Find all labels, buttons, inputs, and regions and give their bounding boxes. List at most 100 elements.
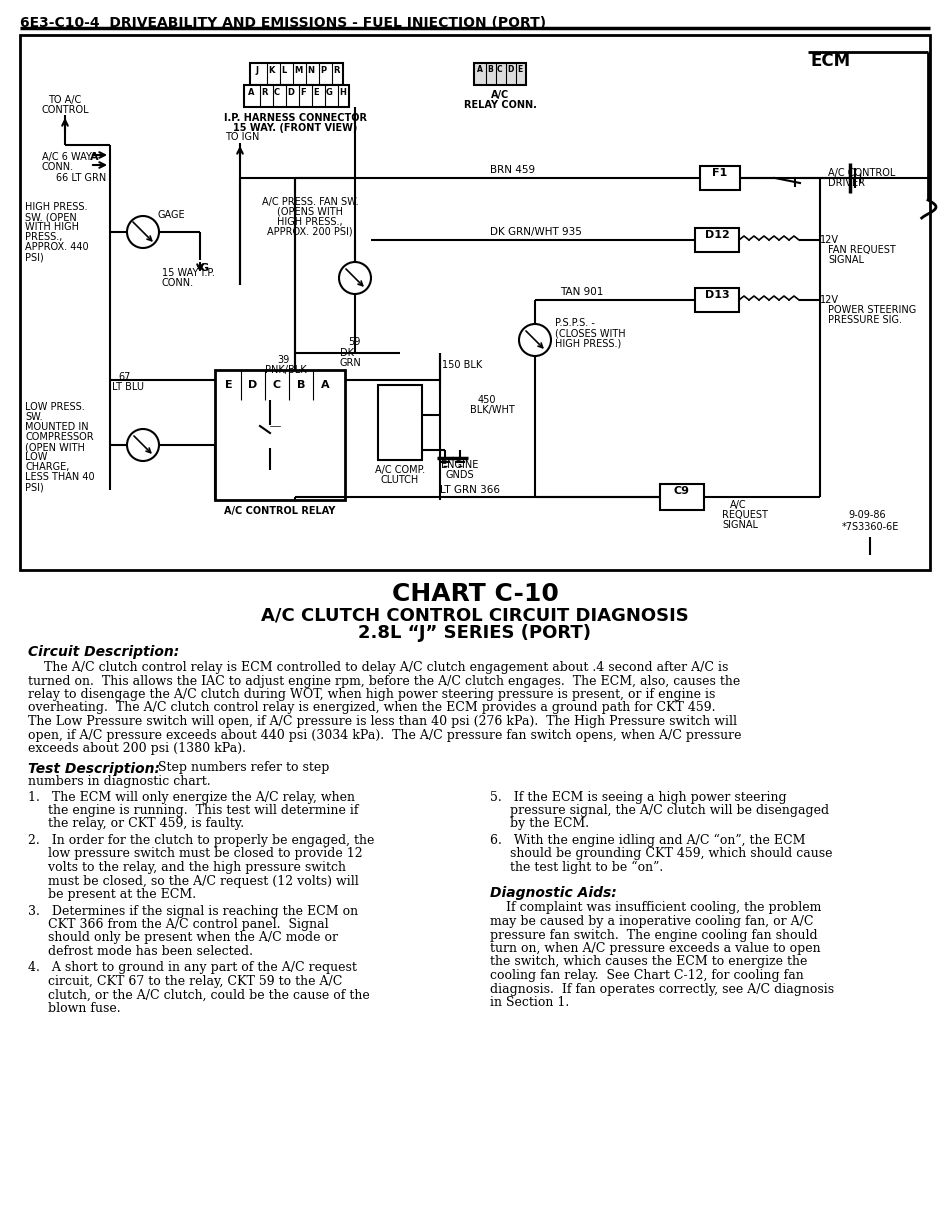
- Text: numbers in diagnostic chart.: numbers in diagnostic chart.: [28, 775, 211, 788]
- Text: N: N: [307, 66, 314, 75]
- Text: low pressure switch must be closed to provide 12: low pressure switch must be closed to pr…: [28, 848, 363, 860]
- Circle shape: [127, 216, 159, 248]
- Circle shape: [127, 429, 159, 461]
- Text: turned on.  This allows the IAC to adjust engine rpm, before the A/C clutch enga: turned on. This allows the IAC to adjust…: [28, 675, 740, 687]
- Text: by the ECM.: by the ECM.: [490, 817, 589, 831]
- Text: SW. (OPEN: SW. (OPEN: [25, 211, 77, 222]
- Text: REQUEST: REQUEST: [722, 510, 768, 520]
- Text: 15 WAY I.P.: 15 WAY I.P.: [162, 268, 215, 278]
- Text: D: D: [287, 88, 294, 97]
- Text: circuit, CKT 67 to the relay, CKT 59 to the A/C: circuit, CKT 67 to the relay, CKT 59 to …: [28, 975, 342, 988]
- Text: R: R: [261, 88, 268, 97]
- Text: FAN REQUEST: FAN REQUEST: [828, 245, 896, 254]
- Text: ENGINE: ENGINE: [442, 460, 479, 469]
- Text: should only be present when the A/C mode or: should only be present when the A/C mode…: [28, 932, 338, 945]
- Text: The Low Pressure switch will open, if A/C pressure is less than 40 psi (276 kPa): The Low Pressure switch will open, if A/…: [28, 715, 737, 728]
- Text: L: L: [281, 66, 286, 75]
- Text: A/C CONTROL: A/C CONTROL: [828, 168, 895, 178]
- Text: 5.   If the ECM is seeing a high power steering: 5. If the ECM is seeing a high power ste…: [490, 790, 787, 804]
- Text: A: A: [477, 65, 483, 74]
- Text: LOW: LOW: [25, 452, 48, 462]
- Text: 12V: 12V: [820, 235, 839, 245]
- Text: P.S.P.S. -: P.S.P.S. -: [555, 318, 595, 328]
- Text: SW.: SW.: [25, 412, 43, 422]
- Text: SIGNAL: SIGNAL: [722, 520, 758, 530]
- Text: E: E: [517, 65, 523, 74]
- Text: 15 WAY. (FRONT VIEW): 15 WAY. (FRONT VIEW): [233, 123, 357, 133]
- Text: 4.   A short to ground in any part of the A/C request: 4. A short to ground in any part of the …: [28, 961, 357, 975]
- Text: TO IGN: TO IGN: [225, 132, 259, 143]
- Text: TO A/C: TO A/C: [48, 95, 82, 104]
- Text: A/C CONTROL RELAY: A/C CONTROL RELAY: [224, 506, 335, 516]
- Text: CKT 366 from the A/C control panel.  Signal: CKT 366 from the A/C control panel. Sign…: [28, 918, 329, 932]
- Text: LT GRN 366: LT GRN 366: [440, 485, 500, 495]
- Text: the switch, which causes the ECM to energize the: the switch, which causes the ECM to ener…: [490, 955, 808, 968]
- Text: E: E: [313, 88, 318, 97]
- Text: C: C: [273, 380, 281, 390]
- Text: in Section 1.: in Section 1.: [490, 995, 569, 1009]
- Text: D12: D12: [705, 230, 730, 240]
- Text: D: D: [507, 65, 513, 74]
- Text: (CLOSES WITH: (CLOSES WITH: [555, 328, 626, 338]
- Text: A/C: A/C: [491, 90, 509, 100]
- Text: GNDS: GNDS: [446, 469, 474, 481]
- Bar: [378, 385, 422, 460]
- Text: A: A: [90, 152, 99, 162]
- Text: 6E3-C10-4  DRIVEABILITY AND EMISSIONS - FUEL INJECTION (PORT): 6E3-C10-4 DRIVEABILITY AND EMISSIONS - F…: [20, 16, 546, 29]
- Text: MOUNTED IN: MOUNTED IN: [25, 422, 88, 433]
- Text: BRN 459: BRN 459: [490, 165, 535, 175]
- Text: LOW PRESS.: LOW PRESS.: [25, 402, 85, 412]
- Circle shape: [339, 262, 371, 294]
- Bar: [695, 288, 739, 312]
- Text: clutch, or the A/C clutch, could be the cause of the: clutch, or the A/C clutch, could be the …: [28, 988, 370, 1002]
- Text: DK: DK: [340, 348, 354, 358]
- Text: turn on, when A/C pressure exceeds a value to open: turn on, when A/C pressure exceeds a val…: [490, 941, 821, 955]
- Text: CHARGE,: CHARGE,: [25, 462, 69, 472]
- Text: 67: 67: [118, 372, 130, 382]
- Text: diagnosis.  If fan operates correctly, see A/C diagnosis: diagnosis. If fan operates correctly, se…: [490, 982, 834, 995]
- Text: volts to the relay, and the high pressure switch: volts to the relay, and the high pressur…: [28, 862, 346, 874]
- Text: HIGH PRESS.): HIGH PRESS.): [555, 338, 621, 348]
- Text: CHART C-10: CHART C-10: [391, 583, 559, 606]
- Text: 6.   With the engine idling and A/C “on”, the ECM: 6. With the engine idling and A/C “on”, …: [490, 834, 806, 847]
- Text: COMPRESSOR: COMPRESSOR: [25, 433, 94, 442]
- Text: defrost mode has been selected.: defrost mode has been selected.: [28, 945, 253, 957]
- Text: relay to disengage the A/C clutch during WOT, when high power steering pressure : relay to disengage the A/C clutch during…: [28, 688, 715, 701]
- Text: 3.   Determines if the signal is reaching the ECM on: 3. Determines if the signal is reaching …: [28, 905, 358, 918]
- Text: D: D: [248, 380, 257, 390]
- Text: *7S3360-6E: *7S3360-6E: [842, 522, 900, 532]
- Text: 59: 59: [348, 337, 360, 347]
- Text: H: H: [339, 88, 346, 97]
- Text: TAN 901: TAN 901: [560, 288, 603, 297]
- Text: E: E: [225, 380, 233, 390]
- Text: 39: 39: [277, 355, 289, 365]
- Text: A/C CLUTCH CONTROL CIRCUIT DIAGNOSIS: A/C CLUTCH CONTROL CIRCUIT DIAGNOSIS: [261, 607, 689, 626]
- Text: HIGH PRESS.,: HIGH PRESS.,: [277, 218, 343, 227]
- Text: exceeds about 200 psi (1380 kPa).: exceeds about 200 psi (1380 kPa).: [28, 742, 246, 755]
- Text: Test Description:: Test Description:: [28, 762, 160, 775]
- Text: PRESS.,: PRESS.,: [25, 232, 63, 242]
- Text: WITH HIGH: WITH HIGH: [25, 222, 79, 232]
- Text: CONN.: CONN.: [42, 162, 74, 172]
- Text: open, if A/C pressure exceeds about 440 psi (3034 kPa).  The A/C pressure fan sw: open, if A/C pressure exceeds about 440 …: [28, 729, 742, 741]
- Text: B: B: [296, 380, 305, 390]
- Circle shape: [519, 324, 551, 356]
- Text: the test light to be “on”.: the test light to be “on”.: [490, 862, 663, 874]
- Text: the relay, or CKT 459, is faulty.: the relay, or CKT 459, is faulty.: [28, 817, 244, 831]
- Text: CONTROL: CONTROL: [41, 104, 88, 116]
- Text: 2.8L “J” SERIES (PORT): 2.8L “J” SERIES (PORT): [358, 624, 592, 642]
- Text: HIGH PRESS.: HIGH PRESS.: [25, 202, 87, 211]
- Text: blown fuse.: blown fuse.: [28, 1002, 121, 1015]
- Text: pressure fan switch.  The engine cooling fan should: pressure fan switch. The engine cooling …: [490, 928, 818, 941]
- Text: RELAY CONN.: RELAY CONN.: [464, 100, 537, 111]
- Text: (OPENS WITH: (OPENS WITH: [277, 206, 343, 218]
- Bar: [250, 63, 343, 85]
- Text: PSI): PSI): [25, 482, 44, 492]
- Text: should be grounding CKT 459, which should cause: should be grounding CKT 459, which shoul…: [490, 848, 832, 860]
- Text: F1: F1: [712, 168, 728, 178]
- Text: C: C: [497, 65, 503, 74]
- Text: A: A: [321, 380, 330, 390]
- Text: A: A: [248, 88, 255, 97]
- Text: APPROX. 200 PSI): APPROX. 200 PSI): [267, 227, 352, 237]
- Text: D13: D13: [705, 290, 730, 300]
